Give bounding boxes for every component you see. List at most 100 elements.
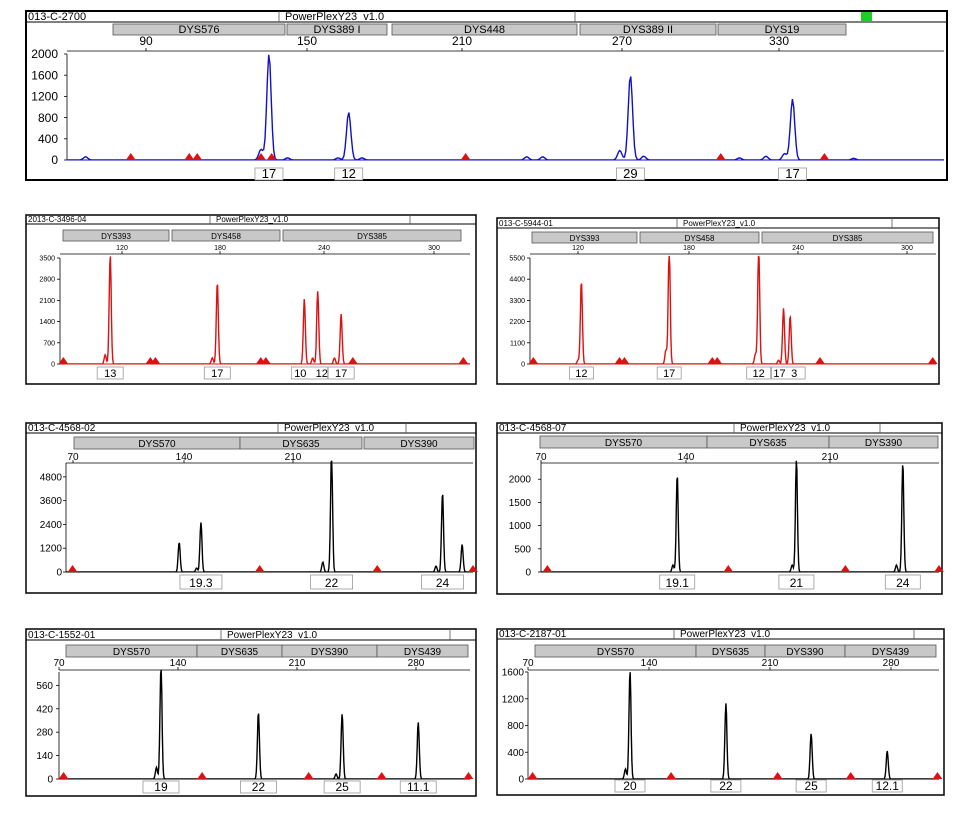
size-tick-label: 90 (139, 34, 153, 48)
rfu-tick-label: 2100 (39, 298, 55, 305)
rfu-tick-label: 1600 (31, 68, 58, 82)
panel-frame (25, 10, 948, 181)
ladder-marker (303, 772, 314, 779)
kit-name: PowerPlexY23_v1.0 (227, 630, 317, 641)
allele-call: 19 (154, 780, 168, 794)
ladder-marker (260, 357, 271, 364)
ladder-marker (254, 565, 265, 572)
allele-call-box (795, 779, 827, 793)
marker-bin (844, 644, 937, 658)
allele-call-box (179, 574, 223, 590)
sample-name: 013-C-1552-01 (28, 630, 96, 641)
sample-name: 2013-C-3496-04 (28, 215, 87, 224)
ladder-marker (772, 772, 783, 779)
rfu-tick-label: 2000 (509, 475, 532, 486)
ladder-marker (347, 357, 358, 364)
size-tick-label: 210 (289, 658, 306, 669)
ladder-marker (376, 772, 387, 779)
kit-name: PowerPlexY23_v1.0 (284, 423, 374, 434)
size-tick-label: 140 (176, 452, 193, 463)
allele-call-box (616, 167, 645, 181)
size-tick-label: 70 (53, 658, 65, 669)
rfu-tick-label: 3600 (40, 496, 63, 507)
rfu-tick-label: 500 (514, 544, 531, 555)
rfu-tick-label: 400 (507, 748, 524, 759)
allele-call-box (254, 167, 284, 181)
allele-call-box (746, 366, 772, 380)
rfu-tick-label: 0 (47, 775, 53, 786)
ladder-marker (266, 153, 277, 160)
marker-label: DYS390 (786, 647, 824, 658)
ladder-marker (715, 153, 726, 160)
panel-6: 013-C-1552-01 PowerPlexY23_v1.0 DYS570 DYS6… (25, 628, 477, 797)
ladder-marker (468, 565, 478, 572)
allele-call: 3 (791, 368, 797, 380)
allele-call-box (656, 366, 682, 380)
ladder-marker (58, 772, 69, 779)
size-tick-label: 330 (769, 34, 789, 48)
ladder-marker (463, 772, 474, 779)
rfu-tick-label: 560 (36, 681, 53, 692)
allele-call: 17 (211, 368, 223, 380)
allele-call: 17 (262, 166, 276, 181)
allele-call: 12.1 (876, 779, 900, 793)
rfu-tick-label: 0 (51, 153, 58, 167)
panel-3: 013-C-5944-01 PowerPlexY23_v1.0 DYS393 DYS4… (496, 217, 940, 385)
size-tick-label: 280 (883, 658, 900, 669)
marker-label: DYS393 (101, 232, 131, 241)
rfu-tick-label: 1000 (509, 521, 532, 532)
ladder-marker (197, 772, 207, 779)
sample-name: 013-C-2187-01 (499, 629, 567, 640)
marker-bin (579, 23, 717, 36)
ladder-marker (932, 772, 943, 779)
ladder-marker (723, 565, 734, 572)
rfu-tick-label: 1100 (510, 340, 525, 347)
size-tick-label: 70 (535, 452, 547, 463)
allele-call: 17 (663, 368, 675, 380)
marker-label: DYS389 I (313, 24, 360, 36)
ladder-marker (840, 565, 851, 572)
size-tick-label: 210 (452, 34, 472, 48)
allele-call-box (778, 167, 807, 181)
rfu-tick-label: 4800 (40, 472, 63, 483)
rfu-tick-label: 3500 (39, 255, 55, 262)
allele-call: 13 (104, 368, 116, 380)
marker-bin (531, 231, 638, 244)
kit-name: PowerPlexY23_v1.0 (680, 629, 770, 640)
marker-bin (286, 23, 388, 36)
panel-frame (496, 422, 943, 595)
rfu-tick-label: 0 (518, 775, 524, 786)
allele-call: 20 (623, 779, 637, 793)
ladder-marker (150, 357, 161, 364)
marker-bin (376, 644, 469, 658)
rfu-tick-label: 1400 (39, 319, 55, 326)
allele-call-box (884, 574, 921, 590)
ladder-marker (67, 565, 78, 572)
panel-2: 2013-C-3496-04 PowerPlexY23_v1.0 DYS393 DYS… (25, 214, 477, 385)
rfu-tick-label: 1200 (31, 90, 58, 104)
rfu-tick-label: 2800 (39, 277, 55, 284)
marker-label: DYS389 II (623, 24, 673, 36)
kit-name: PowerPlexY23_v1.0 (740, 423, 830, 434)
panel-1: 013-C-2700 PowerPlexY23_v1.0 DYS576 DYS389 … (25, 10, 948, 181)
allele-call-box (871, 779, 903, 793)
marker-label: DYS385 (357, 232, 387, 241)
size-tick-label: 270 (612, 34, 632, 48)
rfu-tick-label: 4400 (509, 277, 525, 284)
allele-call-box (323, 780, 361, 794)
rfu-tick-label: 1200 (40, 544, 63, 555)
panel-5: 013-C-4568-07 PowerPlexY23_v1.0 DYS570 DYS6… (496, 422, 944, 595)
rfu-tick-label: 2200 (509, 319, 525, 326)
size-tick-label: 140 (641, 658, 658, 669)
rfu-tick-label: 420 (36, 704, 53, 715)
marker-label: DYS448 (464, 24, 505, 36)
ladder-marker (528, 357, 539, 364)
allele-call: 24 (436, 576, 450, 590)
size-tick-label: 240 (318, 245, 330, 252)
size-tick-label: 180 (683, 245, 695, 252)
marker-label: DYS390 (400, 439, 438, 450)
allele-call-box (240, 780, 277, 794)
marker-bin (112, 23, 286, 36)
allele-call: 17 (785, 166, 799, 181)
